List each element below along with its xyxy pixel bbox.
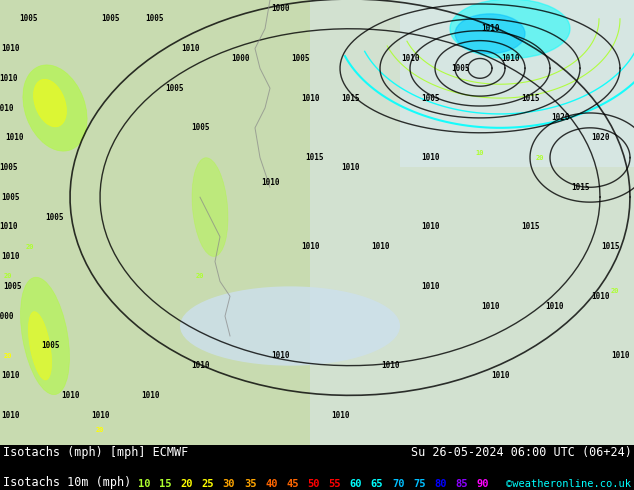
Text: 1000: 1000 xyxy=(271,4,289,13)
Text: 1010: 1010 xyxy=(491,371,509,380)
Text: 1010: 1010 xyxy=(340,163,359,172)
Text: 60: 60 xyxy=(350,479,362,489)
Text: 1010: 1010 xyxy=(331,411,349,420)
Text: 1010: 1010 xyxy=(301,94,320,102)
Text: 70: 70 xyxy=(392,479,404,489)
Text: Su 26-05-2024 06:00 UTC (06+24): Su 26-05-2024 06:00 UTC (06+24) xyxy=(411,446,631,459)
Text: 1005: 1005 xyxy=(41,342,59,350)
Text: 1010: 1010 xyxy=(421,222,439,231)
Text: 40: 40 xyxy=(265,479,278,489)
Ellipse shape xyxy=(29,312,51,380)
Text: 20: 20 xyxy=(611,288,619,294)
Text: 75: 75 xyxy=(413,479,425,489)
Text: 1005: 1005 xyxy=(421,94,439,102)
Text: 1000: 1000 xyxy=(231,54,249,63)
Text: 1005: 1005 xyxy=(3,282,22,291)
Text: 80: 80 xyxy=(434,479,447,489)
Text: 20: 20 xyxy=(96,427,104,433)
Text: 1010: 1010 xyxy=(0,103,14,113)
Ellipse shape xyxy=(23,65,87,151)
Text: 85: 85 xyxy=(455,479,468,489)
Text: 1015: 1015 xyxy=(306,153,324,162)
Text: 1010: 1010 xyxy=(261,178,279,187)
Text: 1005: 1005 xyxy=(101,14,119,24)
Bar xyxy=(400,0,634,168)
Text: 1010: 1010 xyxy=(91,411,109,420)
Text: 1020: 1020 xyxy=(591,133,609,142)
Ellipse shape xyxy=(450,0,570,58)
Text: 50: 50 xyxy=(307,479,320,489)
Text: 65: 65 xyxy=(371,479,384,489)
Text: 1010: 1010 xyxy=(421,153,439,162)
Text: 30: 30 xyxy=(223,479,235,489)
Text: 1010: 1010 xyxy=(546,302,564,311)
Text: ©weatheronline.co.uk: ©weatheronline.co.uk xyxy=(507,479,631,489)
Text: 1005: 1005 xyxy=(46,213,64,221)
Text: 15: 15 xyxy=(159,479,172,489)
Text: 1010: 1010 xyxy=(611,351,630,360)
Text: 20: 20 xyxy=(196,273,204,279)
Ellipse shape xyxy=(192,158,228,256)
Text: 1010: 1010 xyxy=(301,242,320,251)
Text: 1010: 1010 xyxy=(1,411,19,420)
Text: 1010: 1010 xyxy=(481,302,499,311)
Text: 1010: 1010 xyxy=(0,222,17,231)
Text: 10: 10 xyxy=(138,479,151,489)
Bar xyxy=(310,0,634,445)
Text: 90: 90 xyxy=(477,479,489,489)
Text: 20: 20 xyxy=(536,154,544,161)
Text: 1015: 1015 xyxy=(521,94,540,102)
Text: Isotachs (mph) [mph] ECMWF: Isotachs (mph) [mph] ECMWF xyxy=(3,446,188,459)
Text: 1010: 1010 xyxy=(0,74,17,83)
Text: 1010: 1010 xyxy=(381,361,399,370)
Text: 1005: 1005 xyxy=(451,64,469,73)
Text: 1010: 1010 xyxy=(61,391,79,400)
Ellipse shape xyxy=(180,286,400,366)
Text: 1005: 1005 xyxy=(19,14,37,24)
Text: 1010: 1010 xyxy=(271,351,289,360)
Text: 1010: 1010 xyxy=(401,54,419,63)
Text: 1010: 1010 xyxy=(371,242,389,251)
Text: 45: 45 xyxy=(286,479,299,489)
Text: 1005: 1005 xyxy=(291,54,309,63)
Text: 1010: 1010 xyxy=(1,252,19,261)
Text: 20: 20 xyxy=(26,244,34,250)
Text: 25: 25 xyxy=(202,479,214,489)
Text: 20: 20 xyxy=(181,479,193,489)
Text: 20: 20 xyxy=(4,273,12,279)
Text: 1000: 1000 xyxy=(0,312,14,320)
Text: 1010: 1010 xyxy=(141,391,159,400)
Text: 1010: 1010 xyxy=(1,44,19,53)
Ellipse shape xyxy=(34,79,67,127)
Text: 1010: 1010 xyxy=(191,361,209,370)
Text: 1005: 1005 xyxy=(146,14,164,24)
Ellipse shape xyxy=(20,277,70,394)
Text: 1015: 1015 xyxy=(601,242,619,251)
Text: 1005: 1005 xyxy=(1,193,19,202)
Text: 1010: 1010 xyxy=(421,282,439,291)
Text: 1005: 1005 xyxy=(191,123,209,132)
Text: 1010: 1010 xyxy=(1,371,19,380)
Text: Isotachs 10m (mph): Isotachs 10m (mph) xyxy=(3,476,131,489)
Text: 1010: 1010 xyxy=(591,292,609,301)
Text: 1005: 1005 xyxy=(165,84,184,93)
Text: 10: 10 xyxy=(476,149,484,156)
Text: 1020: 1020 xyxy=(551,113,569,122)
Text: 55: 55 xyxy=(328,479,341,489)
Text: 1010: 1010 xyxy=(6,133,24,142)
Text: 35: 35 xyxy=(244,479,256,489)
Text: 1015: 1015 xyxy=(340,94,359,102)
Text: 1015: 1015 xyxy=(521,222,540,231)
Text: 1010: 1010 xyxy=(501,54,519,63)
Text: 1010: 1010 xyxy=(481,24,499,33)
Text: 1010: 1010 xyxy=(181,44,199,53)
Ellipse shape xyxy=(455,14,525,53)
Text: 1015: 1015 xyxy=(571,183,589,192)
Text: 20: 20 xyxy=(4,353,12,359)
Text: 1005: 1005 xyxy=(0,163,17,172)
